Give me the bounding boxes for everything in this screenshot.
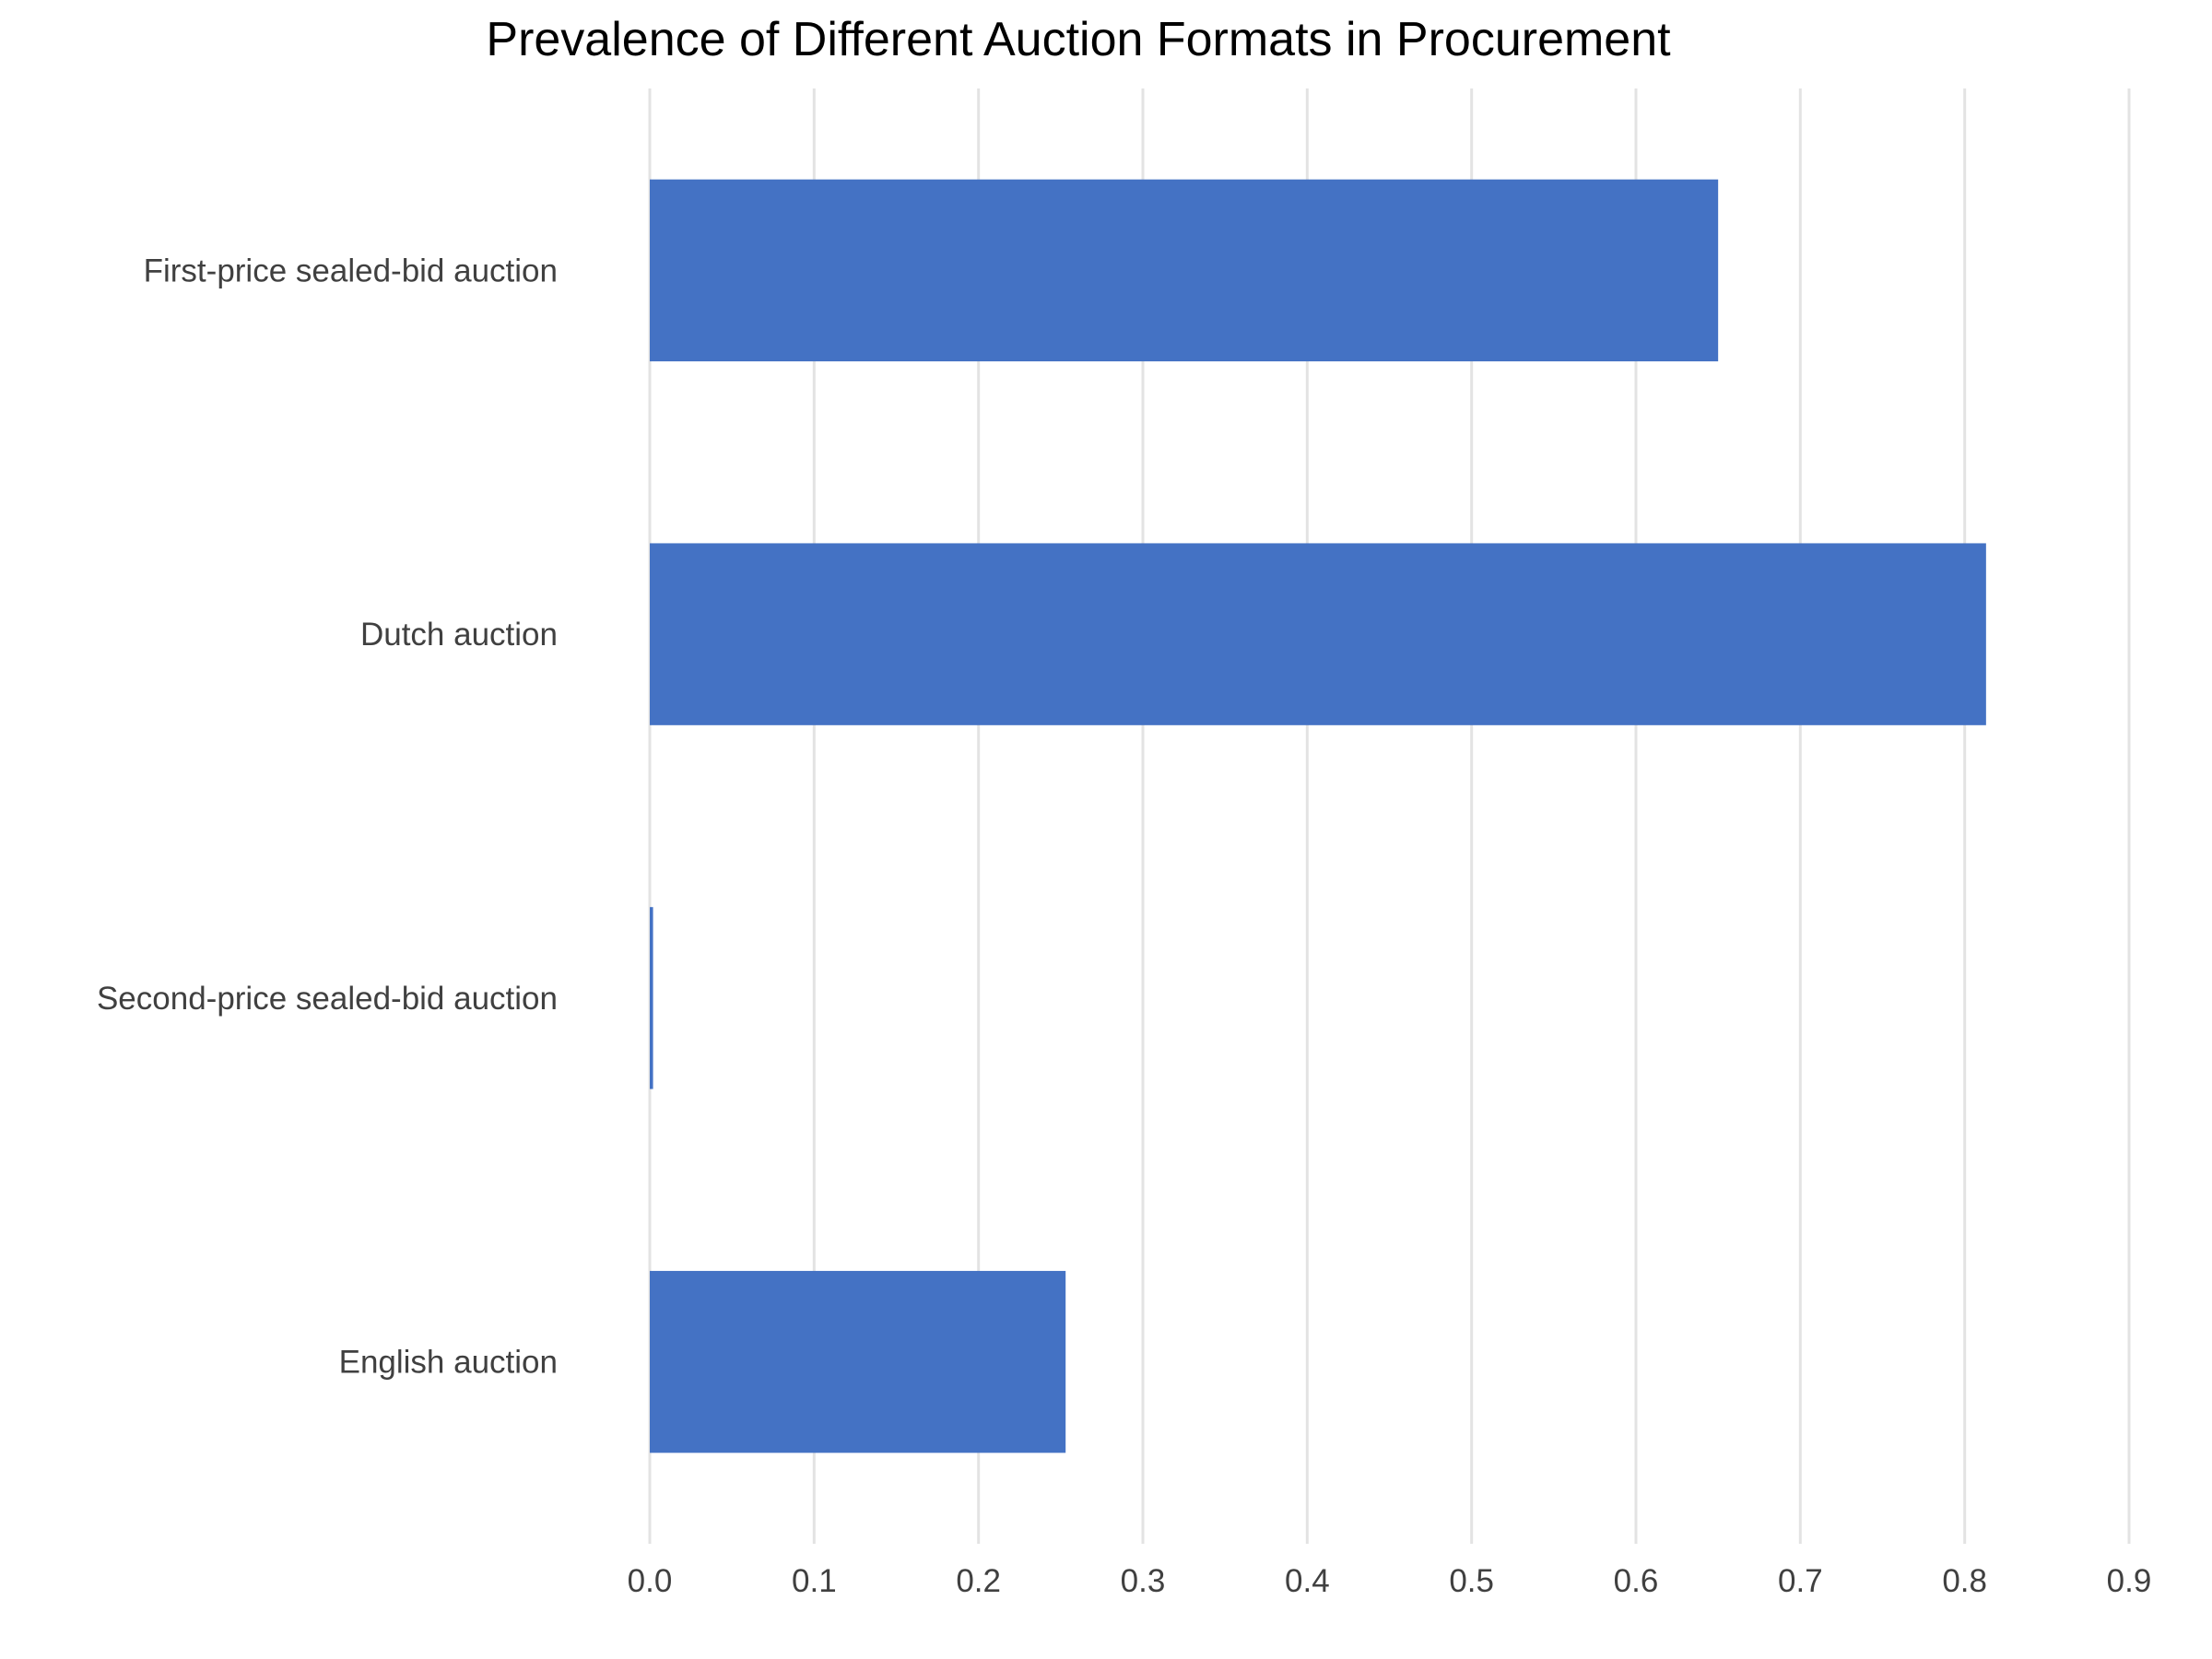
bars [650,179,1986,1453]
bar-1 [650,543,1986,725]
x-tick-label-8: 0.8 [1942,1563,1987,1599]
x-axis-tick-labels: 0.0 0.1 0.2 0.3 0.4 0.5 0.6 0.7 0.8 0.9 [628,1563,2152,1599]
bar-2 [650,907,653,1089]
x-tick-label-6: 0.6 [1614,1563,1659,1599]
category-label-3: English auction [339,1345,558,1381]
x-tick-label-4: 0.4 [1285,1563,1330,1599]
category-label-2: Second-price sealed-bid auction [97,981,558,1017]
bar-3 [650,1270,1066,1453]
category-labels: First-price sealed-bid auction Dutch auct… [97,253,558,1380]
x-tick-label-5: 0.5 [1449,1563,1494,1599]
x-tick-label-7: 0.7 [1778,1563,1823,1599]
bar-0 [650,179,1719,362]
chart-title: Prevalence of Different Auction Formats … [486,13,1671,66]
category-label-1: Dutch auction [360,617,558,653]
x-tick-label-3: 0.3 [1121,1563,1166,1599]
x-tick-label-0: 0.0 [628,1563,673,1599]
x-tick-label-9: 0.9 [2107,1563,2152,1599]
x-tick-label-1: 0.1 [792,1563,837,1599]
category-label-0: First-price sealed-bid auction [144,253,558,288]
x-tick-label-2: 0.2 [956,1563,1001,1599]
